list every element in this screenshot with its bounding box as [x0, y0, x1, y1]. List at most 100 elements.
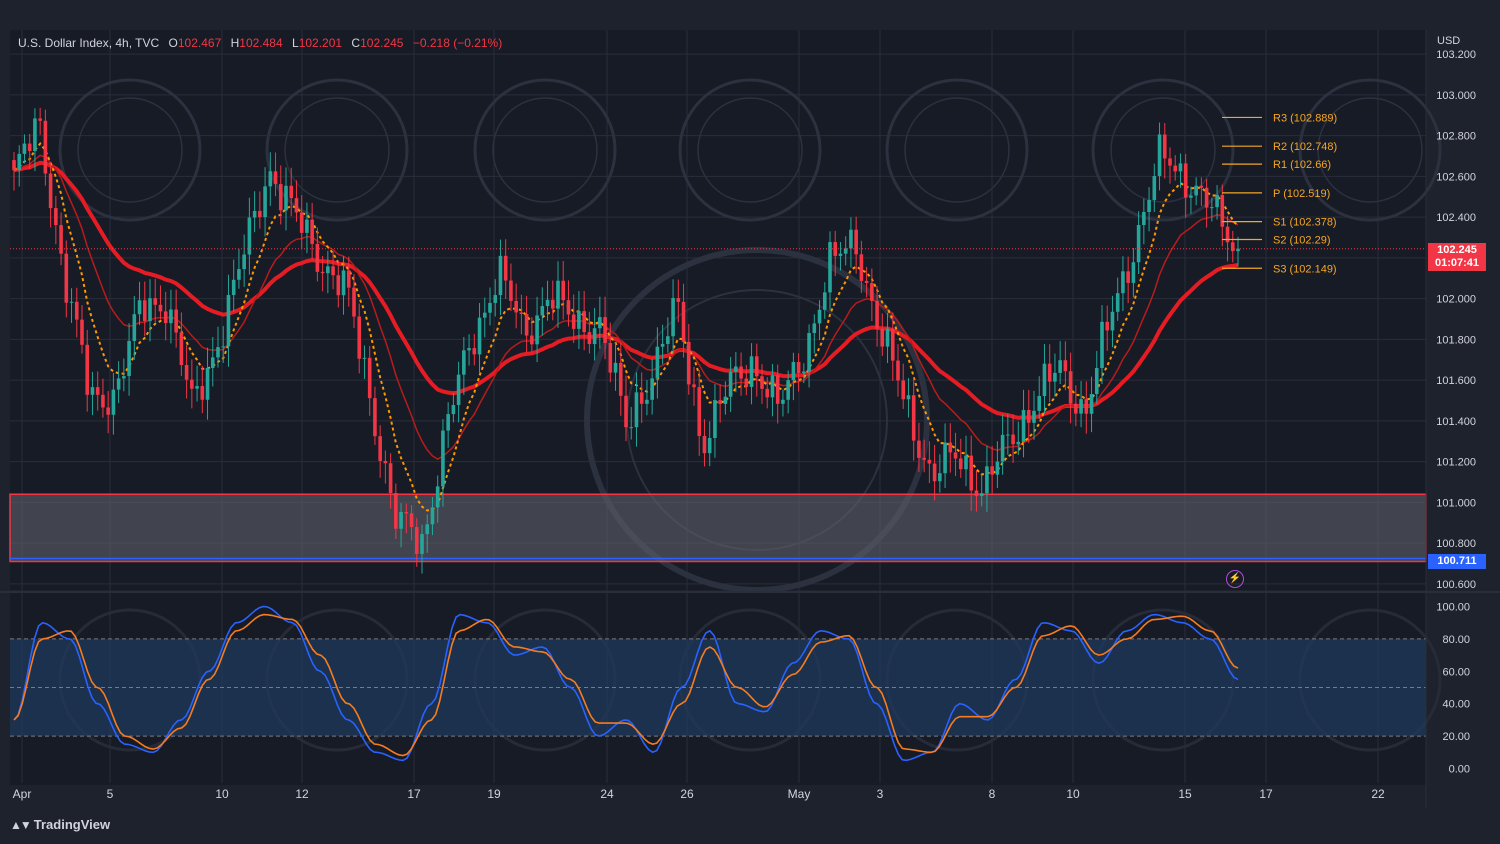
- candle: [530, 317, 534, 354]
- candle-body: [153, 298, 158, 305]
- lightning-icon[interactable]: ⚡: [1226, 570, 1244, 588]
- candle: [979, 472, 984, 507]
- candle-body: [54, 208, 58, 226]
- x-tick-label: 17: [407, 787, 421, 801]
- candle-body: [775, 375, 780, 404]
- candle: [1147, 187, 1151, 232]
- y-tick-label: 100.800: [1436, 538, 1476, 550]
- candle-body: [1220, 194, 1225, 227]
- watermark-seal: [678, 78, 822, 222]
- candle-body: [1215, 194, 1219, 208]
- candle: [524, 296, 529, 353]
- stochastic-pane: [10, 605, 1426, 762]
- x-tick-label: 5: [107, 787, 114, 801]
- tradingview-logo[interactable]: ▲▼ TradingView: [10, 817, 110, 832]
- candle: [425, 514, 430, 553]
- candle: [545, 280, 550, 321]
- candle-body: [906, 395, 911, 400]
- candle-body: [43, 120, 48, 174]
- candle-body: [723, 396, 728, 404]
- candle: [231, 259, 236, 312]
- candle: [38, 107, 42, 135]
- candle-body: [571, 314, 576, 329]
- candle-body: [812, 323, 817, 334]
- candle-body: [111, 389, 116, 415]
- candle-body: [247, 217, 252, 255]
- candle-body: [728, 371, 733, 397]
- candle-body: [315, 243, 320, 272]
- candle-body: [95, 387, 100, 395]
- candle-body: [488, 302, 492, 313]
- candle-body: [462, 350, 466, 375]
- candle: [613, 342, 618, 391]
- x-tick-label: 17: [1259, 787, 1273, 801]
- candle-body: [791, 361, 796, 381]
- candle: [718, 384, 722, 423]
- candle: [1110, 295, 1115, 348]
- y-tick-label: 101.400: [1436, 416, 1476, 428]
- candle: [1215, 185, 1219, 220]
- candle-body: [346, 270, 351, 288]
- candle: [278, 165, 283, 225]
- candle: [27, 133, 32, 170]
- candle: [927, 441, 932, 484]
- candles[interactable]: [12, 107, 1240, 574]
- candle-body: [430, 507, 435, 525]
- candle: [728, 356, 733, 413]
- candle: [1074, 385, 1078, 427]
- y-tick-label: 102.000: [1436, 294, 1476, 306]
- bar-countdown: 01:07:41: [1434, 257, 1480, 269]
- candle-body: [289, 185, 294, 199]
- candle: [456, 361, 461, 423]
- tradingview-logo-icon: ▲▼: [10, 817, 32, 832]
- candle-body: [305, 219, 309, 233]
- x-tick-label: 10: [1066, 787, 1080, 801]
- candle-body: [843, 248, 848, 254]
- candle-body: [467, 348, 471, 351]
- candle: [22, 134, 27, 164]
- candle-body: [278, 184, 283, 211]
- candle-body: [697, 387, 702, 436]
- candle-body: [890, 328, 895, 361]
- pivot-label: R1 (102.66): [1273, 159, 1331, 171]
- candle: [190, 359, 194, 409]
- candle-body: [456, 374, 461, 405]
- candle: [535, 296, 539, 363]
- candle-body: [660, 343, 665, 347]
- candle-body: [618, 362, 623, 396]
- candle-body: [1178, 163, 1183, 172]
- candle: [388, 453, 393, 509]
- candle: [964, 435, 968, 487]
- candle-body: [367, 357, 372, 399]
- candle-body: [116, 378, 121, 390]
- candle-body: [284, 185, 288, 211]
- current-price-tag: 102.245 01:07:41: [1428, 243, 1486, 271]
- candle: [854, 216, 858, 274]
- candle-body: [655, 346, 660, 379]
- watermark-seal-inner: [284, 97, 390, 203]
- candle-body: [864, 280, 869, 284]
- candle: [226, 274, 231, 367]
- candle: [917, 422, 921, 472]
- candle-body: [1152, 176, 1157, 200]
- candle: [1136, 211, 1141, 274]
- x-tick-label: May: [788, 787, 811, 801]
- candle: [54, 195, 58, 245]
- candle: [1016, 421, 1021, 455]
- candle: [247, 197, 252, 275]
- candle-body: [142, 300, 147, 322]
- candle-body: [1006, 434, 1010, 436]
- candle: [132, 296, 137, 360]
- pivot-label: S2 (102.29): [1273, 235, 1330, 247]
- candle: [754, 343, 759, 397]
- candle-body: [608, 343, 613, 373]
- candle: [184, 344, 189, 399]
- symbol-legend: U.S. Dollar Index, 4h, TVC O102.467 H102…: [18, 36, 502, 50]
- candle: [666, 317, 670, 353]
- stoch-d-line: [13, 613, 1239, 757]
- candle: [864, 266, 869, 298]
- candle-body: [1089, 394, 1094, 414]
- candle-body: [676, 298, 681, 302]
- x-tick-label: 3: [877, 787, 884, 801]
